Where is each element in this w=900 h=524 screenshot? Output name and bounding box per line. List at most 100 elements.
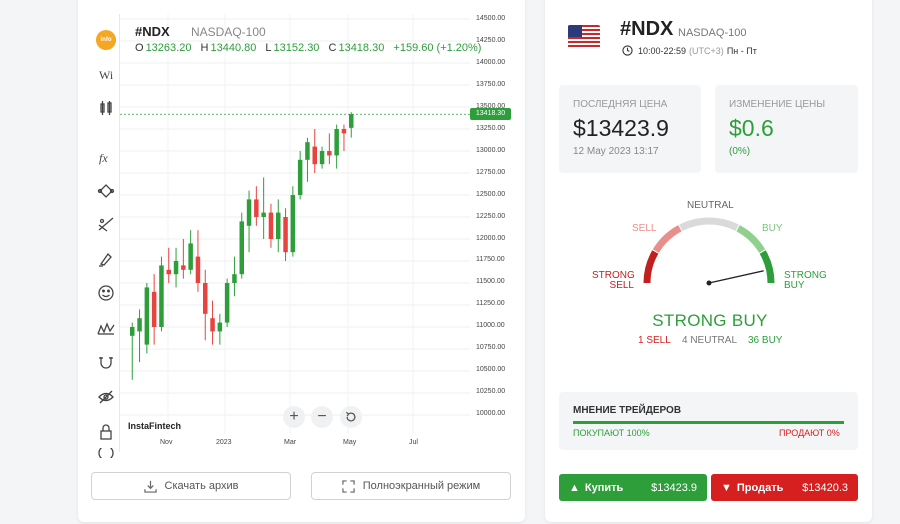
traders-buying: ПОКУПАЮТ 100% [573, 428, 650, 438]
candle-body [268, 212, 274, 239]
brush-icon[interactable] [93, 246, 119, 272]
candle-body [305, 142, 310, 160]
us-flag-icon [568, 25, 600, 49]
y-tick-label: 13750.00 [476, 80, 506, 88]
high-value: 13440.80 [210, 42, 257, 54]
candle-body [327, 151, 332, 156]
instrument-name: NASDAQ-100 [678, 27, 747, 39]
y-tick-label: 10750.00 [476, 344, 506, 352]
x-tick-label: Nov [160, 439, 173, 446]
svg-text:fx: fx [99, 151, 108, 165]
zoom-in-button[interactable]: + [283, 406, 305, 428]
gauge-label-strong-sell: STRONG SELL [592, 270, 635, 291]
gauge-neutral-arc [679, 217, 739, 231]
price-change-percent: (0%) [729, 146, 751, 157]
gauge-label-sell: SELL [632, 223, 657, 234]
wi-icon[interactable]: Wi [93, 61, 119, 87]
neutral-count: 4 NEUTRAL [682, 335, 738, 346]
gauge-label-strong-buy: STRONG BUY [784, 271, 827, 291]
candle-body [261, 212, 266, 217]
fullscreen-icon [342, 479, 355, 493]
hide-icon[interactable] [93, 384, 119, 410]
y-tick-label: 13500.00 [476, 102, 506, 110]
candles-icon[interactable] [93, 95, 119, 121]
trading-hours: 10:00-22:59 (UTC+3) Пн - Пт [622, 45, 757, 56]
x-tick-label: Jul [409, 439, 418, 446]
magnet-icon[interactable] [93, 349, 119, 375]
strong-sell-line1: STRONG [592, 270, 635, 281]
gauge-sell-arc [652, 225, 682, 253]
high-label: H [200, 42, 209, 54]
candle-body [144, 287, 150, 345]
y-tick-label: 12000.00 [476, 234, 506, 242]
candle-body [276, 212, 281, 239]
change-value: +159.60 (+1.20%) [393, 42, 482, 54]
traders-opinion-title: МНЕНИЕ ТРЕЙДЕРОВ [573, 405, 682, 416]
chart-symbol: #NDX [135, 24, 170, 39]
strong-sell-line2: SELL [609, 280, 634, 291]
candle-body [137, 318, 142, 332]
candle-body [210, 318, 215, 332]
candle-body [290, 195, 296, 253]
sell-count: 1 SELL [638, 335, 671, 346]
gauge-label-neutral: NEUTRAL [687, 200, 734, 211]
fx-icon[interactable]: fx [93, 144, 119, 170]
chevron-down-icon: ▼ [721, 481, 732, 494]
trend-lines-icon[interactable] [93, 211, 119, 237]
candle-body [130, 327, 135, 336]
candle-body [246, 199, 252, 226]
candle-body [195, 256, 201, 283]
candle-body [312, 146, 317, 165]
open-label: O [135, 42, 144, 54]
zoom-out-button[interactable]: − [311, 406, 333, 428]
close-value: 13418.30 [338, 42, 385, 54]
price-change-label: ИЗМЕНЕНИЕ ЦЕНЫ [729, 99, 826, 110]
shape-icon[interactable] [93, 178, 119, 204]
trading-days: Пн - Пт [726, 45, 757, 56]
price-chart[interactable] [120, 14, 470, 434]
price-change-box: ИЗМЕНЕНИЕ ЦЕНЫ $0.6 (0%) [715, 85, 858, 173]
sell-button[interactable]: ▼ Продать $13420.3 [711, 474, 858, 501]
clock-icon[interactable] [93, 448, 119, 458]
gauge-strong-sell-arc [643, 250, 659, 284]
y-tick-label: 10000.00 [476, 410, 506, 418]
y-tick-label: 13000.00 [476, 146, 506, 154]
y-tick-label: 14500.00 [476, 15, 506, 22]
last-price-value: $13423.9 [573, 115, 669, 141]
x-tick-label: Mar [284, 439, 297, 446]
lock-icon[interactable] [93, 419, 119, 445]
drawing-toolbar: info Wi fx [92, 14, 120, 458]
hours-value: 10:00-22:59 [638, 45, 687, 56]
emoji-icon[interactable] [93, 280, 119, 306]
gauge-hub [706, 280, 712, 286]
gauge-strong-buy-arc [759, 250, 775, 284]
close-label: C [328, 42, 337, 54]
candle-body [232, 274, 237, 283]
brand-logo-icon[interactable]: info [96, 30, 116, 50]
y-tick-label: 11750.00 [476, 256, 505, 264]
candle-body [239, 221, 244, 275]
buy-button[interactable]: ▲ Купить $13423.9 [559, 474, 707, 501]
y-tick-label: 11250.00 [476, 300, 505, 308]
pattern-icon[interactable] [93, 315, 119, 341]
reset-icon [345, 411, 356, 422]
reset-button[interactable] [340, 406, 362, 428]
candle-body [188, 243, 193, 270]
y-tick-label: 10250.00 [476, 388, 506, 396]
candle-body [151, 291, 157, 327]
gauge-label-buy: BUY [762, 223, 783, 234]
fullscreen-button[interactable]: Полноэкранный режим [311, 472, 511, 500]
sentiment-gauge [643, 217, 775, 286]
y-tick-label: 11500.00 [476, 278, 505, 286]
candlestick-chart [120, 14, 470, 434]
sentiment-verdict: STRONG BUY [652, 311, 768, 330]
y-tick-label: 14000.00 [476, 58, 506, 66]
candle-body [334, 129, 339, 156]
candle-body [297, 159, 303, 195]
candle-body [159, 265, 164, 327]
chevron-up-icon: ▲ [569, 481, 580, 494]
candle-body [341, 129, 347, 134]
download-archive-button[interactable]: Скачать архив [91, 472, 291, 500]
y-tick-label: 14250.00 [476, 36, 506, 44]
y-tick-label: 12250.00 [476, 212, 506, 220]
